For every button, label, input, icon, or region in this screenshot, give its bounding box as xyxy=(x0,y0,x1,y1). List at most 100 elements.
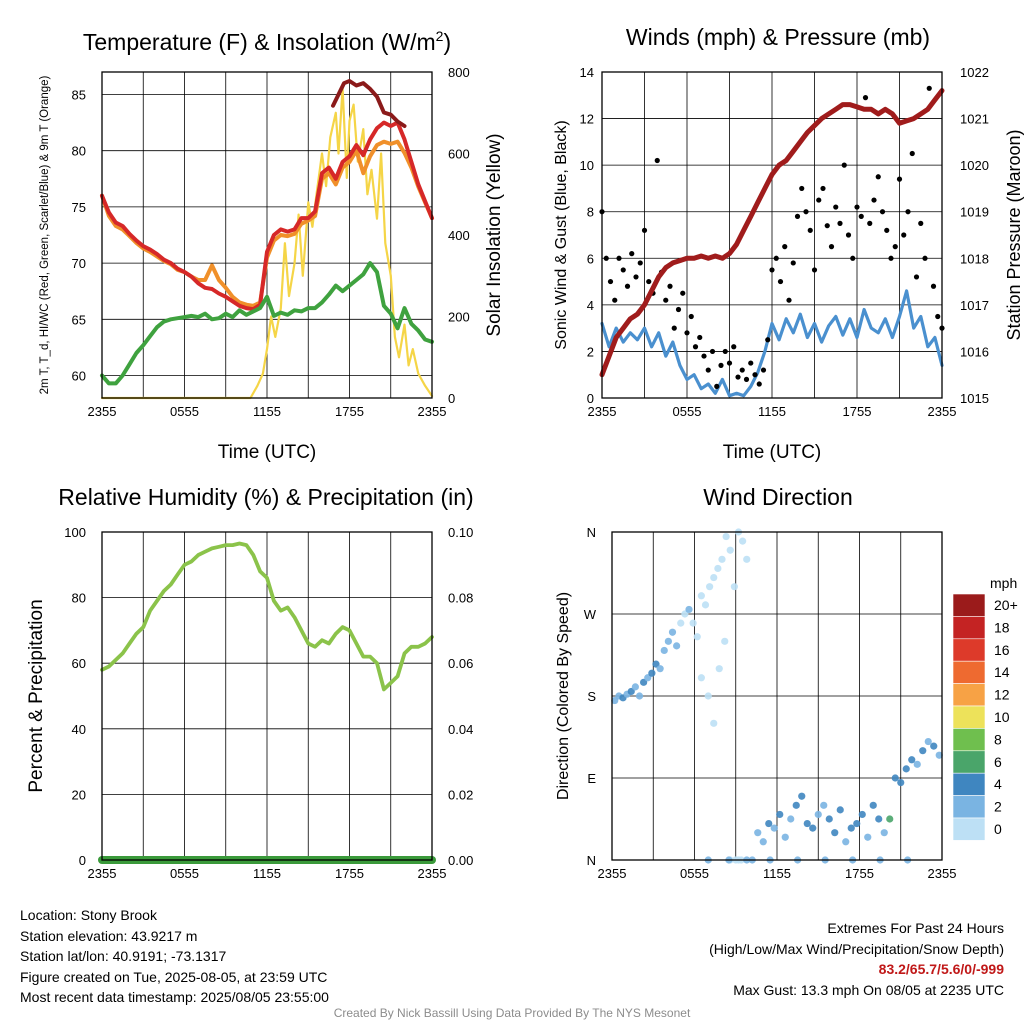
y-tick-label: 60 xyxy=(72,656,86,671)
gust-point xyxy=(786,297,792,303)
direction-point xyxy=(913,760,921,768)
y-tick-label: 12 xyxy=(580,112,594,127)
y-tick-label: W xyxy=(584,607,597,622)
direction-point xyxy=(869,801,877,809)
gust-point xyxy=(663,297,669,303)
gust-point xyxy=(773,255,779,261)
direction-point xyxy=(798,792,806,800)
gust-point xyxy=(833,204,839,210)
direction-point xyxy=(714,564,722,573)
gust-point xyxy=(722,348,728,355)
colorbar-label: 8 xyxy=(994,731,1002,747)
direction-point xyxy=(718,555,726,563)
rh-line xyxy=(100,541,434,692)
direction-point xyxy=(697,592,705,600)
y-axis-label-1: 2m T, T_d, HI/WC (Red, Green, Scarlet/Bl… xyxy=(39,75,51,394)
gust-point xyxy=(850,255,856,261)
y-tick-label: N xyxy=(587,853,596,868)
direction-point xyxy=(715,665,723,673)
series-line xyxy=(100,120,434,312)
gust-point xyxy=(654,157,660,164)
x-tick-label: 1155 xyxy=(253,404,281,419)
gust-point xyxy=(731,344,737,350)
gust-point xyxy=(896,176,903,182)
gust-point xyxy=(603,255,609,261)
colorbar-label: 0 xyxy=(994,821,1002,837)
y2-tick-label: 0.06 xyxy=(448,656,473,671)
direction-point xyxy=(924,737,932,746)
colorbar-swatch xyxy=(952,683,986,707)
gust-point xyxy=(913,274,920,280)
direction-point xyxy=(787,815,795,823)
direction-point xyxy=(836,806,844,814)
credit-text: Created By Nick Bassill Using Data Provi… xyxy=(333,1006,691,1020)
series-line xyxy=(331,79,407,128)
direction-point xyxy=(640,678,648,686)
y-tick-label: 2 xyxy=(587,344,594,359)
y-tick-label: 40 xyxy=(72,722,86,737)
y2-tick-label: 0.08 xyxy=(448,591,473,606)
y2-tick-label: 0.00 xyxy=(448,853,473,868)
gust-point xyxy=(765,337,771,343)
direction-point xyxy=(792,801,800,809)
gust-point xyxy=(922,255,928,261)
y2-tick-label: 800 xyxy=(448,65,470,80)
direction-point xyxy=(706,583,714,591)
x-tick-label: 2355 xyxy=(88,404,117,419)
gust-point xyxy=(675,306,682,313)
gust-point xyxy=(760,367,767,373)
x-axis-label-1: Time (UTC) xyxy=(218,442,317,463)
y2-tick-label: 1022 xyxy=(960,65,989,80)
direction-point xyxy=(847,824,855,832)
y2-tick-label: 1016 xyxy=(960,344,989,359)
direction-point xyxy=(842,838,850,846)
y2-tick-label: 1018 xyxy=(960,251,989,266)
gust-point xyxy=(624,283,631,289)
panel-3: 2355 0555 1155 1755 23550204060801000.000.02… xyxy=(64,525,473,881)
direction-point xyxy=(864,833,872,841)
x-tick-label: 0555 xyxy=(680,866,709,881)
gust-point xyxy=(646,278,652,285)
direction-point xyxy=(891,774,899,782)
gust-point xyxy=(671,325,677,331)
direction-point xyxy=(631,683,639,691)
x-tick-label: 2355 xyxy=(588,404,617,419)
direction-point xyxy=(935,751,943,759)
plot-border-4 xyxy=(611,531,943,861)
y2-tick-label: 600 xyxy=(448,147,470,162)
y-tick-label: 6 xyxy=(587,251,594,266)
direction-point xyxy=(858,810,866,819)
colorbar-title: mph xyxy=(990,575,1017,591)
y-tick-label: 85 xyxy=(72,87,86,102)
elevation-text: Station elevation: 43.9217 m xyxy=(20,927,198,944)
gust-point xyxy=(667,283,673,289)
direction-point xyxy=(853,819,861,828)
direction-point xyxy=(710,719,718,727)
direction-point xyxy=(644,674,652,682)
gust-point xyxy=(641,227,648,233)
direction-point xyxy=(704,692,712,700)
gust-point xyxy=(816,197,822,203)
x-tick-label: 2355 xyxy=(928,866,957,881)
direction-point xyxy=(897,778,905,787)
direction-point xyxy=(803,819,811,828)
gust-point xyxy=(633,274,639,280)
gust-point xyxy=(726,360,733,366)
x-tick-label: 0555 xyxy=(170,404,199,419)
colorbar-swatch xyxy=(952,795,986,819)
gust-point xyxy=(837,220,843,226)
gust-point xyxy=(782,244,788,250)
y-tick-label: 10 xyxy=(580,158,594,173)
gust-point xyxy=(612,297,618,303)
y2-tick-label: 1017 xyxy=(960,298,989,313)
x-tick-label: 1755 xyxy=(335,866,364,881)
y2-tick-label: 0.04 xyxy=(448,722,473,737)
colorbar-swatch xyxy=(952,616,986,640)
colorbar-swatch xyxy=(952,750,986,774)
direction-point xyxy=(673,642,681,650)
direction-point xyxy=(726,546,734,554)
gust-point xyxy=(697,334,703,341)
gust-point xyxy=(918,220,924,226)
